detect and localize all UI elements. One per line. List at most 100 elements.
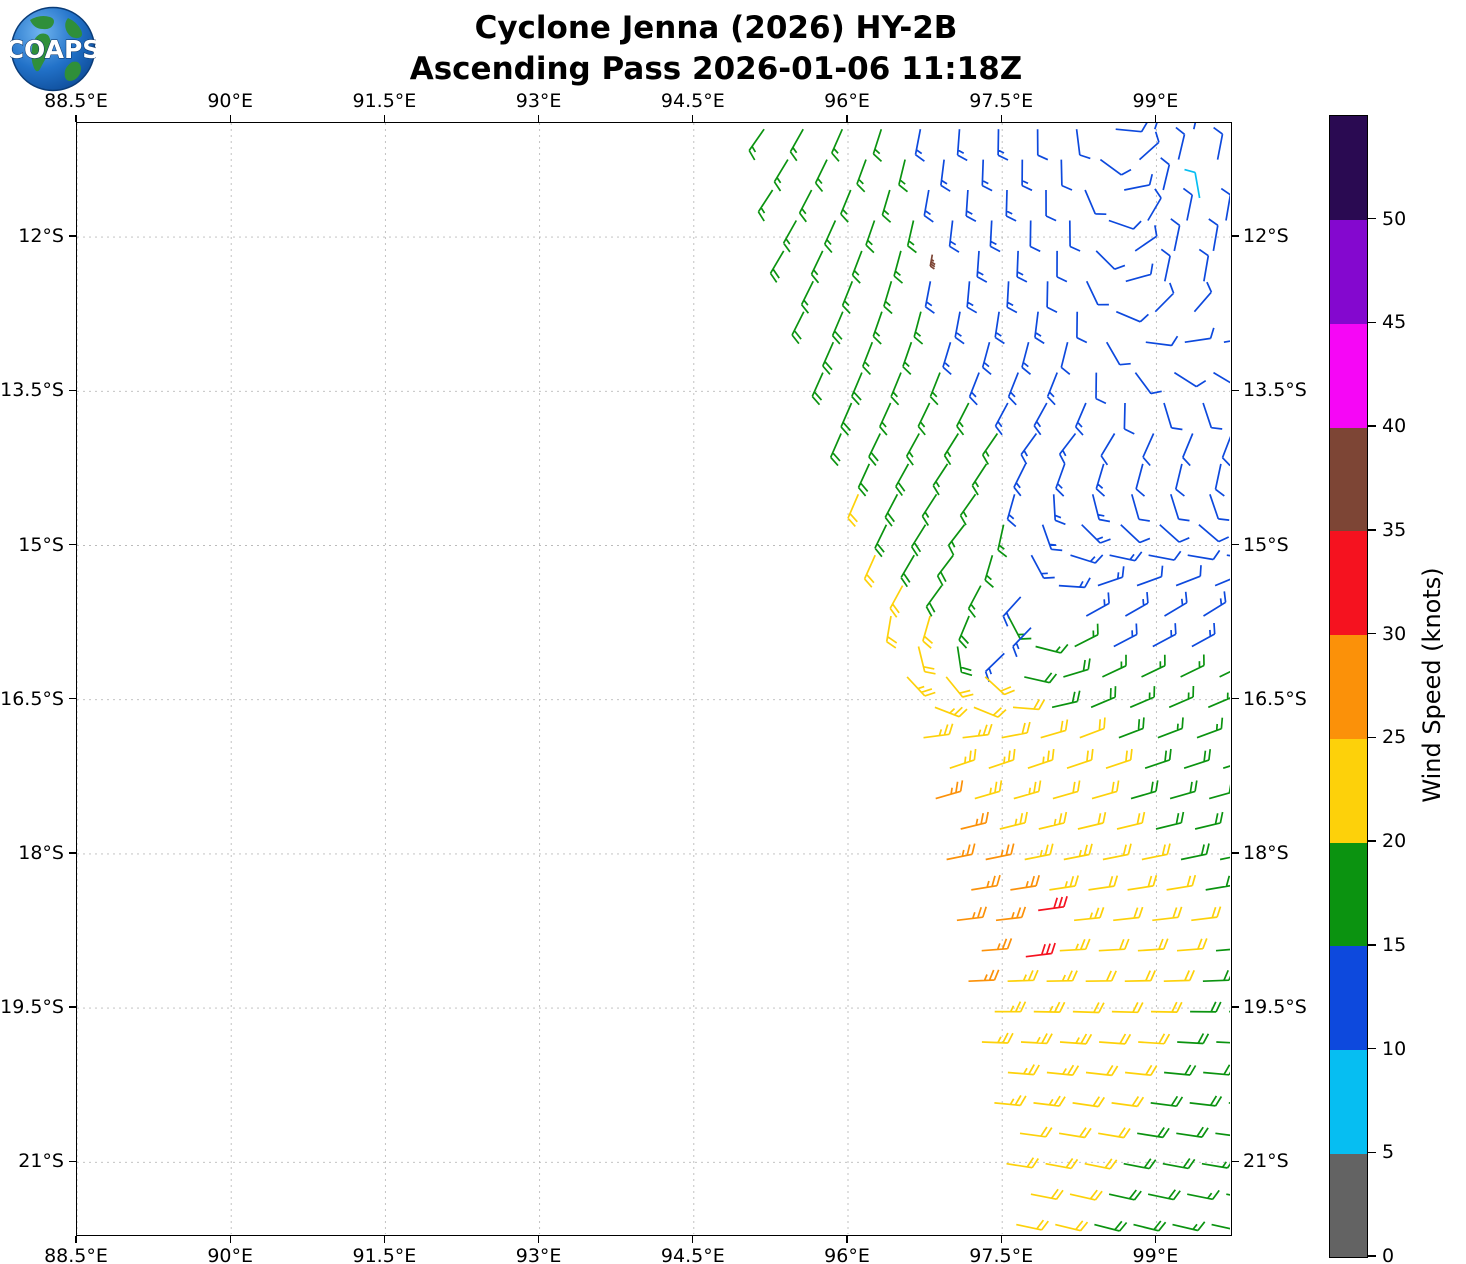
x-tick-label-bottom: 97.5°E xyxy=(969,1245,1034,1264)
y-tick-label-left: 18°S xyxy=(18,841,64,864)
x-tick-mark xyxy=(1000,1236,1002,1243)
x-tick-label-top: 93°E xyxy=(515,90,562,112)
colorbar-segment-25-30 xyxy=(1330,634,1367,739)
x-tick-label-top: 88.5°E xyxy=(44,90,108,112)
colorbar-tick-label: 5 xyxy=(1382,1141,1395,1164)
x-tick-mark xyxy=(692,1236,694,1243)
colorbar-tick-mark xyxy=(1368,425,1376,427)
x-tick-mark xyxy=(1154,115,1157,122)
colorbar-tick-mark xyxy=(1368,529,1376,531)
chart-title-line1: Cyclone Jenna (2026) HY-2B xyxy=(474,10,958,46)
colorbar-tick-mark xyxy=(1368,1255,1376,1257)
x-tick-mark xyxy=(846,1236,848,1243)
y-tick-mark xyxy=(1232,235,1239,237)
y-tick-mark xyxy=(1232,389,1239,391)
y-tick-mark xyxy=(1232,698,1239,700)
y-tick-label-right: 12°S xyxy=(1243,225,1289,248)
colorbar-tick-mark xyxy=(1368,1151,1376,1153)
colorbar-tick-label: 15 xyxy=(1382,933,1407,956)
colorbar-tick-mark xyxy=(1368,736,1376,739)
x-tick-label-top: 90°E xyxy=(207,90,254,112)
y-tick-label-right: 21°S xyxy=(1243,1150,1289,1173)
colorbar-tick-mark xyxy=(1368,218,1376,220)
y-tick-label-left: 21°S xyxy=(18,1150,64,1173)
wind-barb-layer xyxy=(77,123,1230,1234)
y-tick-mark xyxy=(69,235,76,237)
colorbar-tick-label: 45 xyxy=(1382,311,1407,334)
x-tick-mark xyxy=(383,115,386,122)
y-tick-mark xyxy=(1232,852,1239,854)
x-tick-mark xyxy=(383,1236,386,1243)
colorbar-tick-label: 40 xyxy=(1382,415,1407,438)
x-tick-label-bottom: 96°E xyxy=(824,1245,870,1264)
y-tick-label-right: 15°S xyxy=(1243,533,1289,556)
x-tick-label-top: 94.5°E xyxy=(660,90,725,112)
colorbar xyxy=(1329,115,1368,1258)
colorbar-tick-label: 0 xyxy=(1382,1245,1395,1264)
y-tick-mark xyxy=(69,543,76,546)
colorbar-tick-mark xyxy=(1368,632,1376,635)
colorbar-tick-label: 20 xyxy=(1382,830,1407,853)
y-tick-label-right: 18°S xyxy=(1243,841,1289,864)
coaps-logo-text: COAPS xyxy=(10,35,96,64)
colorbar-segment-30-35 xyxy=(1330,530,1367,636)
x-tick-mark xyxy=(75,1236,77,1243)
y-tick-mark xyxy=(69,852,76,854)
x-tick-mark xyxy=(537,1236,540,1243)
colorbar-axis-label: Wind Speed (knots) xyxy=(1418,567,1446,803)
x-tick-label-top: 97.5°E xyxy=(969,90,1034,112)
colorbar-segment-45-50 xyxy=(1330,219,1367,324)
x-tick-label-bottom: 99°E xyxy=(1132,1245,1179,1264)
y-tick-label-left: 12°S xyxy=(18,225,64,248)
y-tick-mark xyxy=(69,1160,76,1162)
x-tick-mark xyxy=(1000,115,1002,122)
colorbar-segment-40-45 xyxy=(1330,323,1367,428)
y-tick-label-right: 13.5°S xyxy=(1243,379,1307,402)
y-tick-mark xyxy=(69,389,76,391)
colorbar-tick-label: 10 xyxy=(1382,1037,1407,1060)
colorbar-tick-mark xyxy=(1368,321,1376,324)
colorbar-tick-mark xyxy=(1368,840,1376,842)
colorbar-tick-label: 50 xyxy=(1382,207,1407,230)
x-tick-label-top: 91.5°E xyxy=(352,90,417,112)
x-tick-label-bottom: 91.5°E xyxy=(352,1245,417,1264)
x-tick-mark xyxy=(692,115,694,122)
colorbar-tick-mark xyxy=(1368,944,1376,946)
y-tick-mark xyxy=(69,1006,76,1008)
y-tick-label-left: 19.5°S xyxy=(0,996,64,1019)
colorbar-segment-20-25 xyxy=(1330,738,1367,843)
x-tick-label-bottom: 90°E xyxy=(207,1245,254,1264)
colorbar-segment-15-20 xyxy=(1330,842,1367,947)
colorbar-segment-35-40 xyxy=(1330,427,1367,532)
coaps-logo: COAPS xyxy=(10,6,96,92)
y-tick-mark xyxy=(1232,1006,1239,1008)
x-tick-label-top: 99°E xyxy=(1132,90,1179,112)
y-tick-mark xyxy=(1232,1160,1239,1162)
colorbar-tick-mark xyxy=(1368,1047,1376,1050)
colorbar-segment-50-55 xyxy=(1330,116,1367,221)
colorbar-tick-label: 35 xyxy=(1382,518,1407,541)
y-tick-label-right: 19.5°S xyxy=(1243,996,1307,1019)
x-tick-label-bottom: 94.5°E xyxy=(660,1245,725,1264)
y-tick-label-left: 13.5°S xyxy=(0,379,64,402)
colorbar-tick-label: 30 xyxy=(1382,622,1407,645)
x-tick-mark xyxy=(1154,1236,1157,1243)
x-tick-mark xyxy=(75,115,77,122)
chart-title: Cyclone Jenna (2026) HY-2B Ascending Pas… xyxy=(410,8,1023,90)
x-tick-label-top: 96°E xyxy=(824,90,870,112)
y-tick-label-left: 16.5°S xyxy=(0,687,64,710)
x-tick-mark xyxy=(846,115,848,122)
x-tick-mark xyxy=(229,115,231,122)
chart-title-line2: Ascending Pass 2026-01-06 11:18Z xyxy=(409,50,1023,87)
y-tick-label-left: 15°S xyxy=(18,533,64,556)
colorbar-tick-label: 25 xyxy=(1382,726,1407,749)
x-tick-mark xyxy=(229,1236,231,1243)
colorbar-segment-0-5 xyxy=(1330,1153,1367,1258)
plot-area xyxy=(76,122,1232,1236)
x-tick-label-bottom: 88.5°E xyxy=(44,1245,108,1264)
colorbar-segment-10-15 xyxy=(1330,945,1367,1051)
y-tick-label-right: 16.5°S xyxy=(1243,687,1307,710)
x-tick-mark xyxy=(537,115,540,122)
y-tick-mark xyxy=(69,698,76,700)
